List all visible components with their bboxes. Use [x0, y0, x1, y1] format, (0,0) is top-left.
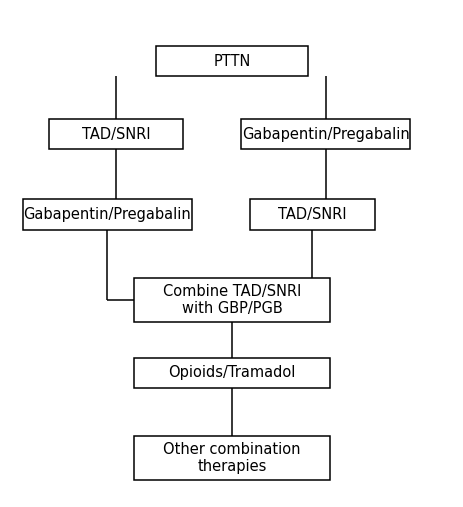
FancyBboxPatch shape	[134, 436, 329, 480]
FancyBboxPatch shape	[240, 119, 409, 150]
FancyBboxPatch shape	[23, 199, 192, 230]
Text: Opioids/Tramadol: Opioids/Tramadol	[168, 365, 295, 380]
Text: Other combination
therapies: Other combination therapies	[163, 442, 300, 474]
Text: TAD/SNRI: TAD/SNRI	[277, 207, 346, 222]
FancyBboxPatch shape	[156, 46, 307, 77]
FancyBboxPatch shape	[249, 199, 374, 230]
FancyBboxPatch shape	[134, 357, 329, 388]
Text: Combine TAD/SNRI
with GBP/PGB: Combine TAD/SNRI with GBP/PGB	[163, 283, 300, 316]
Text: PTTN: PTTN	[213, 54, 250, 69]
Text: Gabapentin/Pregabalin: Gabapentin/Pregabalin	[241, 127, 408, 142]
Text: TAD/SNRI: TAD/SNRI	[81, 127, 150, 142]
FancyBboxPatch shape	[134, 278, 329, 321]
FancyBboxPatch shape	[49, 119, 182, 150]
Text: Gabapentin/Pregabalin: Gabapentin/Pregabalin	[23, 207, 191, 222]
